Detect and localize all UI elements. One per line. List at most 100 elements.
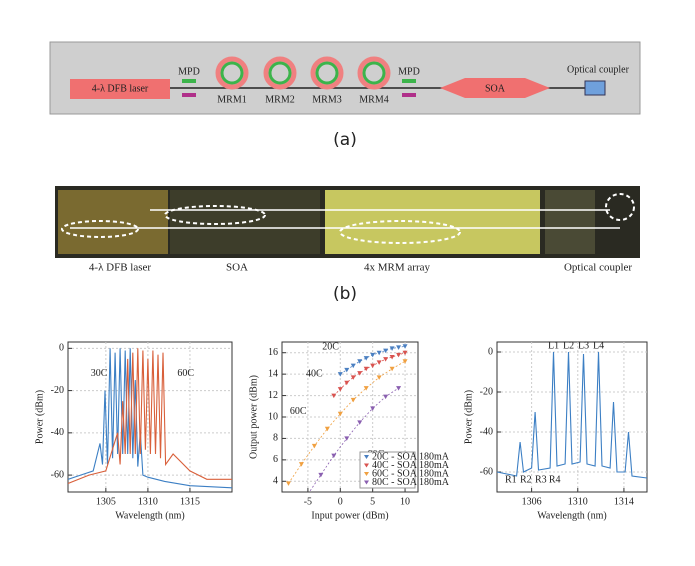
data-point — [396, 345, 402, 350]
x-axis-title: Input power (dBm) — [311, 510, 388, 521]
data-point — [376, 360, 382, 365]
data-point — [389, 346, 395, 351]
data-point — [370, 352, 376, 358]
y-tick-label: 8 — [273, 433, 278, 444]
data-point — [396, 352, 402, 358]
legend-label: 40C - SOA 180mA — [372, 460, 450, 471]
laser-label: 4-λ DFB laser — [92, 83, 149, 94]
data-point — [344, 380, 350, 386]
data-point — [383, 357, 389, 362]
y-tick-label: 12 — [268, 390, 278, 401]
marker — [339, 220, 461, 244]
annotation: R4 — [549, 474, 561, 485]
mpd — [182, 79, 196, 83]
mpd — [182, 93, 196, 97]
annotation: 30C — [91, 368, 108, 379]
data-point — [383, 394, 389, 400]
data-point — [376, 375, 382, 380]
x-tick-label: 1314 — [614, 496, 634, 507]
laser-block — [70, 79, 170, 99]
data-point — [344, 436, 350, 441]
data-point — [350, 363, 356, 369]
annotation: 60C — [177, 368, 194, 379]
y-tick-label: -20 — [480, 386, 493, 397]
x-tick-label: -5 — [304, 496, 312, 507]
mpd — [402, 93, 416, 97]
x-tick-label: 0 — [338, 496, 343, 507]
trend-line — [333, 352, 406, 396]
y-tick-label: -40 — [480, 426, 493, 437]
data-point — [396, 386, 402, 391]
data-point — [331, 393, 337, 399]
x-tick-label: 10 — [400, 496, 410, 507]
legend-marker — [364, 455, 369, 459]
data-point — [389, 366, 395, 372]
data-point — [402, 350, 408, 356]
ring — [263, 56, 297, 90]
annotation: L3 — [578, 340, 589, 351]
annotation: R3 — [535, 474, 547, 485]
ring — [315, 61, 339, 85]
spectrum-line — [68, 348, 232, 485]
y-tick-label: -60 — [480, 466, 493, 477]
coupler-label: Optical coupler — [567, 64, 630, 75]
data-point — [344, 367, 350, 373]
data-point — [376, 350, 382, 356]
x-tick-label: 1315 — [180, 496, 200, 507]
schematic-panel — [49, 41, 641, 115]
plot-area — [496, 341, 648, 493]
ring — [220, 61, 244, 85]
y-tick-label: 0 — [488, 346, 493, 357]
mpd-label: MPD — [398, 66, 420, 77]
data-point — [363, 366, 369, 372]
photo-label: Optical coupler — [564, 262, 632, 274]
mpd — [402, 79, 416, 83]
annotation: L1 — [548, 340, 559, 351]
caption: (b) — [333, 284, 357, 304]
x-tick-label: 1306 — [522, 496, 542, 507]
plot-marks — [68, 348, 232, 489]
y-axis-title: Power (dBm) — [463, 390, 474, 444]
data-point — [357, 359, 363, 364]
data-point — [331, 453, 337, 459]
y-tick-label: -60 — [51, 469, 64, 480]
legend-label: 20C - SOA 180mA — [372, 451, 450, 462]
y-tick-label: -20 — [51, 385, 64, 396]
data-point — [337, 372, 343, 377]
data-point — [298, 462, 304, 467]
data-point — [402, 359, 408, 364]
legend-marker — [364, 463, 369, 468]
data-point — [370, 406, 376, 411]
y-axis-title: Output power (dBm) — [248, 375, 259, 459]
mrm-label: MRM1 — [217, 94, 246, 105]
x-axis-title: Wavelength (nm) — [537, 510, 606, 521]
data-point — [337, 387, 343, 392]
data-point — [383, 348, 389, 354]
data-point — [402, 344, 408, 349]
data-point — [350, 375, 356, 380]
ring — [357, 56, 391, 90]
plot-marks — [285, 344, 408, 492]
chip-region — [545, 190, 595, 254]
x-tick-label: 1310 — [568, 496, 588, 507]
y-tick-label: -40 — [51, 427, 64, 438]
spectrum-line — [68, 348, 232, 489]
spectrum-line — [497, 351, 647, 479]
data-point — [350, 397, 356, 403]
data-point — [318, 472, 324, 478]
annotation: 40C — [306, 368, 323, 379]
data-point — [370, 363, 376, 369]
legend-label: 60C - SOA 180mA — [372, 468, 450, 479]
photo-label: 4x MRM array — [364, 262, 430, 274]
mrm-label: MRM3 — [312, 94, 341, 105]
soa-block — [440, 78, 550, 98]
data-point — [311, 443, 317, 449]
marker — [164, 205, 266, 225]
ring — [215, 56, 249, 90]
legend-marker — [364, 480, 369, 485]
trend-line — [288, 360, 406, 484]
y-tick-label: 14 — [268, 368, 278, 379]
marker — [61, 220, 139, 238]
